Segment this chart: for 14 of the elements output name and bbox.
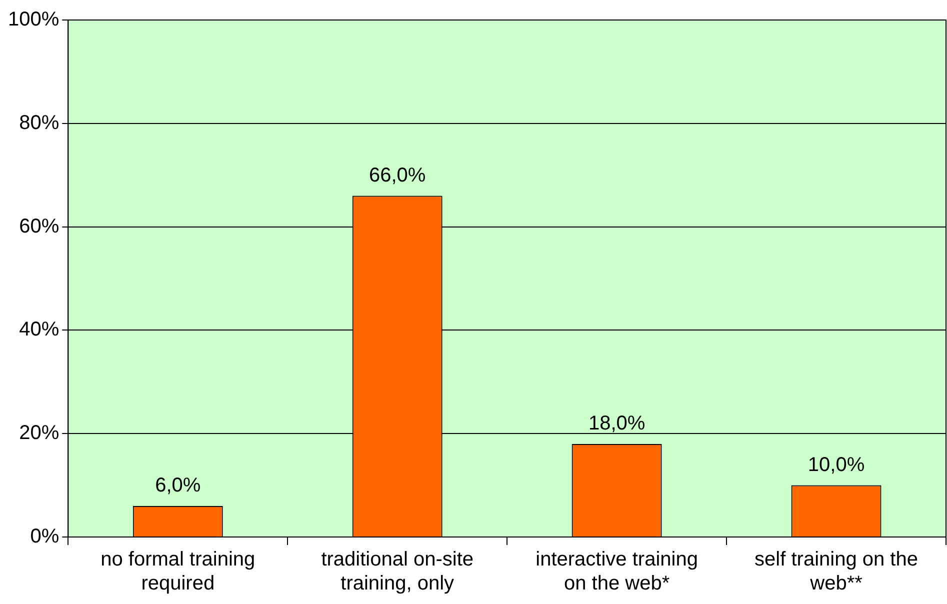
x-tick-label: traditional on-site training, only	[321, 548, 474, 595]
data-label: 6,0%	[155, 474, 201, 496]
x-tick-label: no formal training required	[100, 548, 256, 595]
y-tick-label: 20%	[19, 422, 60, 444]
y-tick-label: 80%	[19, 112, 60, 134]
y-tick-label: 60%	[19, 215, 60, 238]
y-tick-label: 100%	[8, 8, 60, 31]
x-tick-label: self training on the web**	[754, 548, 918, 595]
y-tick-label: 40%	[19, 318, 60, 341]
data-label: 10,0%	[808, 454, 865, 476]
y-tick-label: 0%	[30, 526, 60, 548]
x-tick-label: interactive training on the web*	[536, 548, 698, 595]
data-label: 66,0%	[368, 164, 426, 186]
data-label: 18,0%	[588, 412, 646, 434]
